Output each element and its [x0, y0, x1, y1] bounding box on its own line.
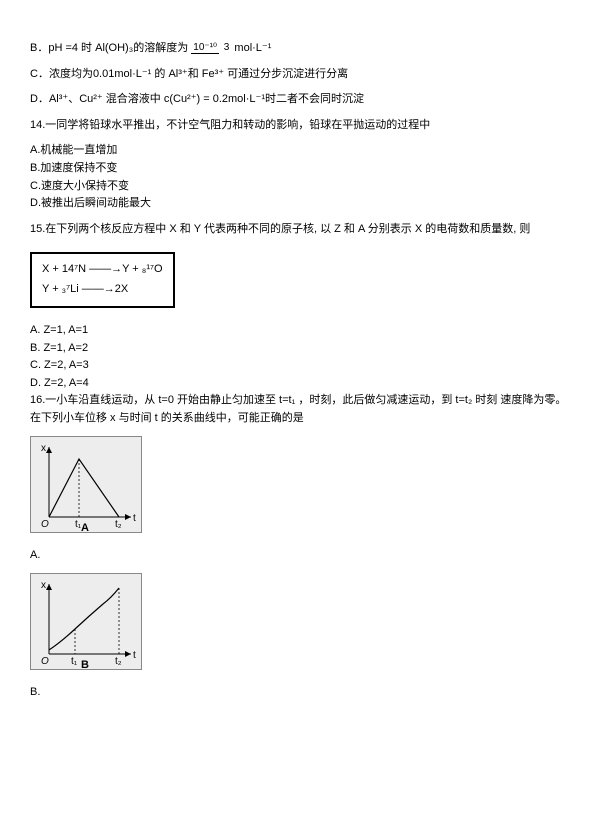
- nuclear-equation-box: X + 14⁷N ——→Y + ₈¹⁷O Y + ₃⁷Li ——→2X: [30, 252, 175, 308]
- graph-b: x t O t₁ t₂ B: [30, 573, 142, 670]
- frac-denominator: 3: [222, 42, 232, 53]
- graph-b-x-axis: t: [133, 650, 136, 661]
- q15-option-c: C. Z=2, A=3: [30, 357, 570, 375]
- option-c: C．浓度均为0.01mol·L⁻¹ 的 Al³⁺和 Fe³⁺ 可通过分步沉淀进行…: [30, 66, 570, 84]
- q15-stem: 15.在下列两个核反应方程中 X 和 Y 代表两种不同的原子核, 以 Z 和 A…: [30, 221, 570, 239]
- q15-option-d: D. Z=2, A=4: [30, 375, 570, 393]
- graph-a-container: x t O t₁ t₂ A: [30, 436, 570, 540]
- graph-b-caption: B: [81, 659, 89, 670]
- graph-a-caption: A: [81, 522, 89, 533]
- q14-option-a: A.机械能一直增加: [30, 142, 570, 160]
- option-b-prefix: B．pH =4 时 Al(OH)₃的溶解度为: [30, 42, 188, 54]
- option-b: B．pH =4 时 Al(OH)₃的溶解度为 10⁻¹⁰ 3 mol·L⁻¹: [30, 40, 570, 58]
- svg-text:O: O: [41, 656, 49, 667]
- fraction: 10⁻¹⁰ 3: [191, 40, 231, 56]
- equation-1: X + 14⁷N ——→Y + ₈¹⁷O: [42, 260, 163, 280]
- frac-numerator: 10⁻¹⁰: [191, 42, 219, 54]
- option-d: D．Al³⁺、Cu²⁺ 混合溶液中 c(Cu²⁺) = 0.2mol·L⁻¹时二…: [30, 91, 570, 109]
- q14-option-b: B.加速度保持不变: [30, 160, 570, 178]
- q15-option-b: B. Z=1, A=2: [30, 340, 570, 358]
- q14-option-d: D.被推出后瞬间动能最大: [30, 195, 570, 213]
- q14-option-c: C.速度大小保持不变: [30, 178, 570, 196]
- q15-option-a: A. Z=1, A=1: [30, 322, 570, 340]
- option-b-suffix: mol·L⁻¹: [234, 42, 271, 54]
- q16-label-b: B.: [30, 684, 570, 702]
- equation-2: Y + ₃⁷Li ——→2X: [42, 280, 163, 300]
- graph-b-t2: t₂: [115, 656, 122, 667]
- graph-b-y-axis: x: [41, 580, 46, 591]
- graph-a-x-axis: t: [133, 513, 136, 524]
- graph-a-t2: t₂: [115, 519, 122, 530]
- svg-text:O: O: [41, 519, 49, 530]
- graph-b-t1: t₁: [71, 656, 78, 667]
- q16-stem: 16.一小车沿直线运动，从 t=0 开始由静止匀加速至 t=t₁ ，时刻，此后做…: [30, 392, 570, 427]
- graph-b-container: x t O t₁ t₂ B: [30, 573, 570, 677]
- q14-stem: 14.一同学将铅球水平推出，不计空气阻力和转动的影响，铅球在平抛运动的过程中: [30, 117, 570, 135]
- graph-a: x t O t₁ t₂ A: [30, 436, 142, 533]
- q16-label-a: A.: [30, 547, 570, 565]
- graph-a-y-axis: x: [41, 443, 46, 454]
